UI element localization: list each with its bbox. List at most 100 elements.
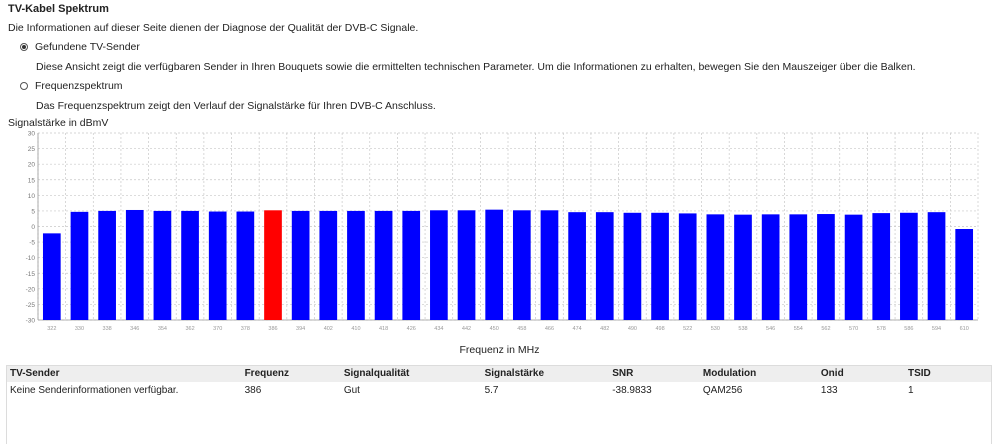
x-tick-label: 346 [130, 326, 139, 332]
table-header-row: TV-Sender Frequenz Signalqualität Signalstä… [6, 365, 992, 382]
x-tick-label: 538 [738, 326, 747, 332]
page-title: TV-Kabel Spektrum [8, 3, 109, 15]
y-tick-label: -5 [29, 240, 35, 247]
bar-402[interactable] [319, 210, 338, 320]
x-tick-label: 530 [711, 326, 720, 332]
bar-434[interactable] [430, 210, 448, 320]
bar-378[interactable] [236, 211, 255, 320]
option-frequency-spectrum-desc: Das Frequenzspektrum zeigt den Verlauf d… [36, 100, 436, 112]
x-tick-label: 386 [268, 326, 277, 332]
x-tick-label: 546 [766, 326, 775, 332]
x-tick-label: 522 [683, 326, 692, 332]
col-header: TV-Sender [6, 365, 241, 382]
bar-394[interactable] [291, 210, 310, 320]
x-tick-label: 562 [821, 326, 830, 332]
bar-578[interactable] [872, 213, 891, 320]
bar-498[interactable] [651, 212, 669, 320]
chart-x-axis-label: Frequenz in MHz [459, 344, 540, 356]
channel-info-table: TV-Sender Frequenz Signalqualität Signalstä… [6, 365, 992, 399]
bar-570[interactable] [844, 214, 863, 320]
x-tick-label: 570 [849, 326, 858, 332]
x-tick-label: 586 [904, 326, 913, 332]
table-cell: 1 [907, 385, 914, 396]
x-tick-label: 394 [296, 326, 305, 332]
bar-386[interactable] [264, 210, 282, 320]
table-cell: 386 [244, 385, 262, 396]
col-header: Modulation [698, 365, 817, 382]
x-tick-label: 426 [407, 326, 416, 332]
intro-text: Die Informationen auf dieser Seite diene… [8, 22, 419, 34]
x-tick-label: 458 [517, 326, 526, 332]
bar-370[interactable] [208, 211, 227, 320]
table-cell: -38.9833 [612, 385, 652, 396]
col-header: TSID [903, 365, 992, 382]
y-tick-label: 25 [28, 146, 36, 153]
radio-frequency-spectrum[interactable] [20, 82, 28, 90]
bar-330[interactable] [70, 211, 89, 320]
y-tick-label: -10 [26, 255, 36, 262]
bar-482[interactable] [595, 212, 614, 320]
bar-354[interactable] [153, 210, 172, 320]
x-tick-label: 466 [545, 326, 554, 332]
x-tick-label: 322 [47, 326, 56, 332]
bar-442[interactable] [457, 210, 476, 320]
x-tick-label: 378 [241, 326, 250, 332]
bar-362[interactable] [181, 210, 199, 320]
bar-538[interactable] [734, 214, 752, 320]
bar-586[interactable] [900, 212, 918, 320]
bar-522[interactable] [678, 213, 697, 320]
option-found-channels-desc: Diese Ansicht zeigt die verfügbaren Send… [36, 61, 916, 73]
y-tick-label: 5 [31, 208, 35, 215]
signal-chart: 30 25 20 15 10 5 0 -5 -10 -15 -20 -25 -30 322 330 338 34… [26, 131, 979, 332]
bar-610[interactable] [955, 228, 974, 320]
y-tick-label: -25 [26, 302, 36, 309]
y-tick-label: 0 [31, 224, 35, 231]
bar-594[interactable] [927, 212, 946, 320]
x-tick-label: 338 [103, 326, 112, 332]
option-found-channels[interactable]: Gefundene TV-Sender [20, 41, 140, 53]
y-tick-label: 30 [28, 131, 36, 138]
x-tick-label: 402 [324, 326, 333, 332]
y-tick-label: -15 [26, 271, 36, 278]
col-header: Frequenz [240, 365, 340, 382]
col-header: SNR [608, 365, 699, 382]
chart-y-axis-label: Signalstärke in dBmV [8, 117, 109, 129]
bar-410[interactable] [347, 210, 365, 320]
bar-346[interactable] [125, 209, 144, 320]
y-tick-label: -20 [26, 286, 36, 293]
table-row: Keine Senderinformationen verfügbar. 386 G… [6, 382, 992, 399]
bar-554[interactable] [789, 214, 808, 320]
x-tick-label: 610 [960, 326, 969, 332]
bar-530[interactable] [706, 214, 725, 320]
x-tick-label: 578 [877, 326, 886, 332]
x-tick-label: 442 [462, 326, 471, 332]
x-tick-label: 482 [600, 326, 609, 332]
radio-found-channels[interactable] [20, 43, 28, 51]
table-cell: 133 [820, 385, 838, 396]
x-tick-label: 474 [573, 326, 582, 332]
x-tick-label: 418 [379, 326, 388, 332]
x-tick-label: 362 [185, 326, 194, 332]
bar-418[interactable] [374, 210, 393, 320]
x-tick-label: 434 [434, 326, 443, 332]
x-tick-label: 354 [158, 326, 167, 332]
x-tick-label: 498 [655, 326, 664, 332]
bar-458[interactable] [512, 210, 531, 320]
option-frequency-spectrum-label: Frequenzspektrum [35, 80, 123, 92]
bar-426[interactable] [402, 210, 421, 320]
y-tick-label: -30 [26, 318, 36, 325]
bar-546[interactable] [761, 214, 780, 320]
y-tick-label: 20 [28, 162, 36, 169]
x-tick-label: 410 [351, 326, 360, 332]
y-tick-label: 15 [28, 177, 36, 184]
bar-490[interactable] [623, 212, 642, 320]
option-frequency-spectrum[interactable]: Frequenzspektrum [20, 80, 123, 92]
bar-466[interactable] [540, 210, 559, 320]
x-tick-label: 370 [213, 326, 222, 332]
bar-338[interactable] [98, 210, 116, 320]
bar-474[interactable] [568, 212, 586, 320]
bar-322[interactable] [42, 233, 61, 320]
bar-562[interactable] [817, 214, 835, 320]
x-tick-label: 594 [932, 326, 941, 332]
bar-450[interactable] [485, 209, 504, 320]
